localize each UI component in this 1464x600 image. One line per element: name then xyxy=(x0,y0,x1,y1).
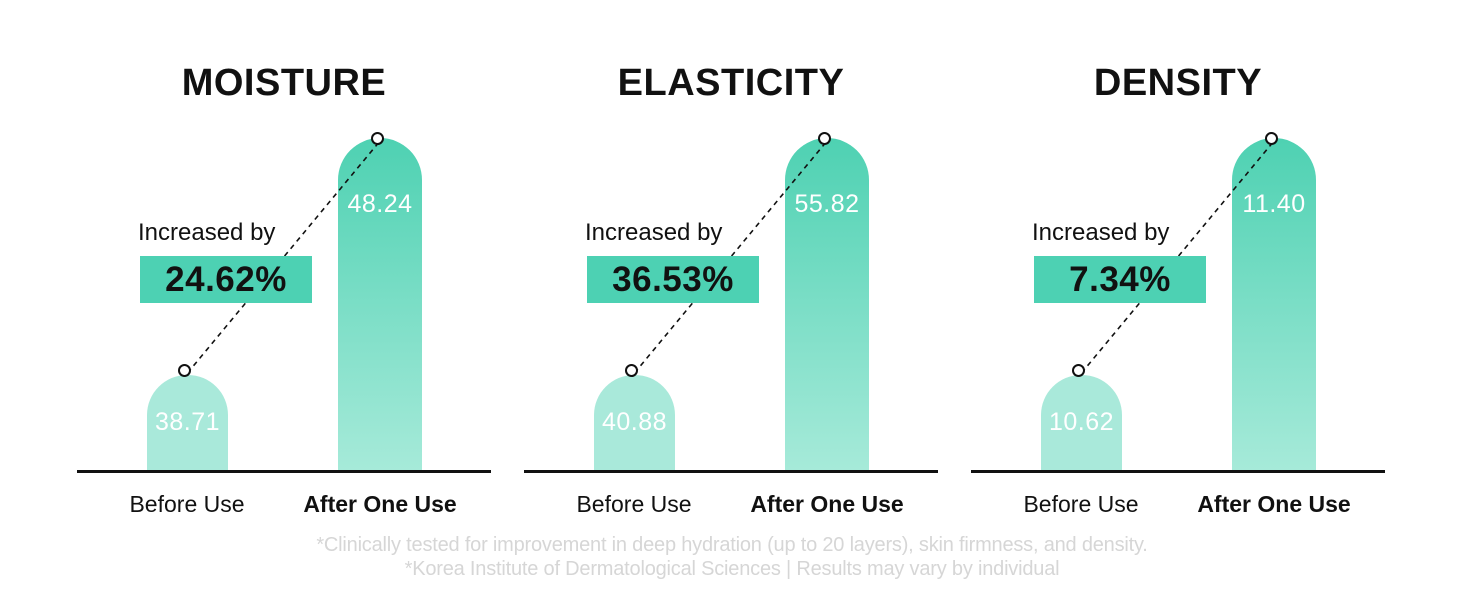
category-label-after: After One Use xyxy=(1197,491,1351,517)
category-label-after: After One Use xyxy=(303,491,457,517)
increase-percentage-badge: 7.34% xyxy=(1034,256,1206,303)
footnote-line-2: *Korea Institute of Dermatological Scien… xyxy=(404,558,1060,580)
increased-by-label: Increased by xyxy=(138,219,276,246)
marker-dot-after xyxy=(371,132,384,145)
category-label-before: Before Use xyxy=(129,491,245,517)
marker-dot-before xyxy=(625,364,638,377)
category-label-before: Before Use xyxy=(576,491,692,517)
bar-value-before: 10.62 xyxy=(1048,408,1115,436)
bar-value-after: 55.82 xyxy=(794,190,860,218)
increase-percentage-badge: 36.53% xyxy=(587,256,759,303)
bar-after-one-use: 11.40 xyxy=(1232,138,1316,470)
bar-before-use: 40.88 xyxy=(594,375,675,470)
bar-before-use: 38.71 xyxy=(147,375,228,470)
bar-value-before: 40.88 xyxy=(601,408,668,436)
baseline-axis xyxy=(524,470,938,473)
bar-value-after: 11.40 xyxy=(1242,190,1306,218)
baseline-axis xyxy=(971,470,1385,473)
footnote: *Clinically tested for improvement in de… xyxy=(0,533,1464,581)
increased-by-label: Increased by xyxy=(1032,219,1170,246)
chart-density: DENSITY 10.62 11.40 Increased by 7.34% B… xyxy=(971,0,1385,530)
chart-elasticity: ELASTICITY 40.88 55.82 Increased by 36.5… xyxy=(524,0,938,530)
chart-title: DENSITY xyxy=(1093,62,1263,104)
category-label-after: After One Use xyxy=(750,491,904,517)
chart-moisture: MOISTURE 38.71 48.24 Increased by 24.62%… xyxy=(77,0,491,530)
bar-value-after: 48.24 xyxy=(347,190,413,218)
marker-dot-before xyxy=(1072,364,1085,377)
charts-row: MOISTURE 38.71 48.24 Increased by 24.62%… xyxy=(77,0,1385,530)
marker-dot-after xyxy=(1265,132,1278,145)
chart-title: MOISTURE xyxy=(181,62,387,104)
category-label-before: Before Use xyxy=(1023,491,1139,517)
bar-after-one-use: 48.24 xyxy=(338,138,422,470)
footnote-line-1: *Clinically tested for improvement in de… xyxy=(316,534,1148,556)
chart-title: ELASTICITY xyxy=(617,62,845,104)
baseline-axis xyxy=(77,470,491,473)
increase-percentage-badge: 24.62% xyxy=(140,256,312,303)
marker-dot-before xyxy=(178,364,191,377)
increased-by-label: Increased by xyxy=(585,219,723,246)
bar-value-before: 38.71 xyxy=(154,408,221,436)
marker-dot-after xyxy=(818,132,831,145)
bar-after-one-use: 55.82 xyxy=(785,138,869,470)
bar-before-use: 10.62 xyxy=(1041,375,1122,470)
